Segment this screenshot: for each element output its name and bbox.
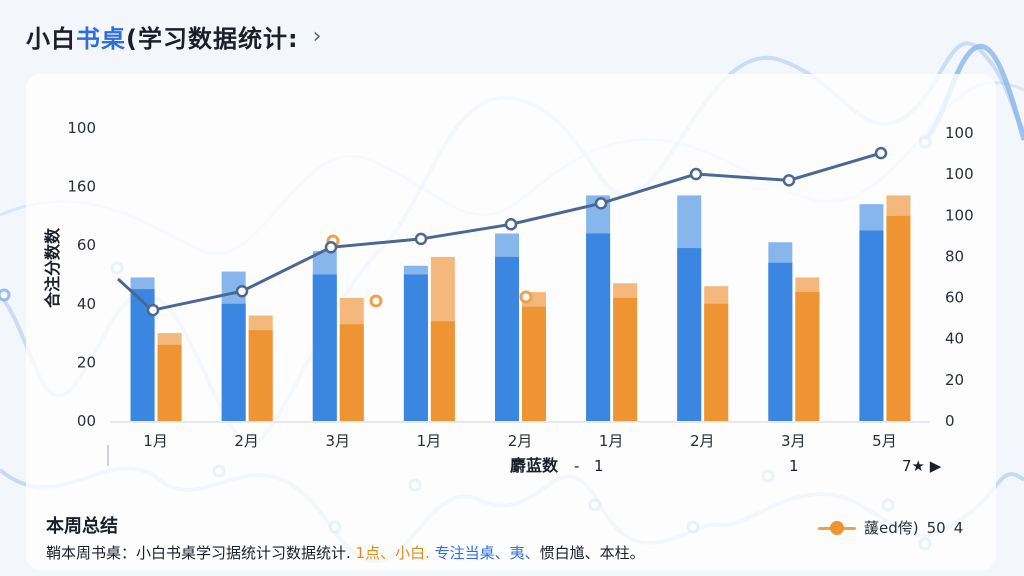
legend-label: 蘐ed侉)	[864, 519, 919, 537]
line-point-0	[146, 303, 160, 317]
x-axis-mark-0: -	[574, 457, 579, 475]
bar-blue-8	[859, 230, 884, 421]
bg-dot-9	[0, 288, 11, 302]
x-axis-mark-2: 1	[789, 457, 799, 475]
legend-value: 50	[926, 518, 946, 537]
bar-blue-6	[677, 248, 702, 421]
line-point-8	[874, 146, 888, 160]
legend-swatch	[818, 520, 856, 535]
x-tick-5: 1月	[599, 432, 624, 450]
y-tick-left-3: 60	[77, 236, 96, 254]
page-title: 小白书桌(学习数据统计:	[26, 24, 299, 53]
x-tick-2: 3月	[326, 432, 351, 450]
bar-blue-2	[312, 274, 337, 421]
bar-orange-6	[704, 303, 729, 421]
line-point-2	[324, 241, 338, 254]
legend[interactable]: 蘐ed侉) 50 4	[818, 517, 963, 538]
line-point-5	[594, 197, 608, 210]
y-tick-left-4: 160	[67, 178, 96, 196]
y-tick-left-1: 20	[77, 353, 96, 371]
y-tick-right-6: 100	[945, 165, 974, 183]
bar-orange-0	[157, 344, 182, 421]
x-tick-3: 1月	[417, 432, 442, 450]
bar-orange-4	[522, 306, 546, 421]
line-point-6	[689, 167, 703, 181]
orange-marker-2	[519, 290, 533, 304]
x-axis-mark-1: 1	[594, 457, 604, 475]
y-tick-right-1: 20	[945, 371, 964, 389]
summary-text: 鞘本周书桌：小白书桌学习据统计习数据统计. 1点、小白. 专注当桌、夷、惯白馗、…	[46, 544, 645, 562]
bar-orange-8	[886, 215, 911, 421]
line-point-4	[504, 218, 518, 231]
header: 小白书桌(学习数据统计: ›	[26, 18, 321, 54]
bar-blue-3	[403, 274, 428, 421]
y-tick-right-4: 80	[945, 247, 964, 265]
y-tick-left-2: 40	[77, 295, 96, 313]
orange-marker-1	[369, 294, 383, 308]
line-point-7	[782, 174, 796, 187]
summary-title: 本周总结	[46, 516, 118, 537]
line-point-3	[414, 232, 428, 246]
y-axis-label: 合注分数数	[43, 227, 62, 308]
y-tick-right-0: 0	[945, 412, 955, 430]
y-tick-right-3: 60	[945, 289, 964, 307]
bar-orange-5	[613, 297, 638, 421]
bar-blue-4	[495, 256, 519, 421]
legend-extra: 4	[953, 518, 964, 537]
y-tick-left-0: 00	[77, 412, 96, 430]
x-axis-mark-3: 7★ ▶	[902, 457, 942, 475]
y-tick-left-5: 100	[67, 119, 96, 137]
y-tick-right-2: 40	[945, 330, 964, 348]
x-tick-1: 2月	[234, 432, 259, 450]
line-point-1	[235, 284, 249, 298]
y-tick-right-5: 100	[945, 206, 974, 224]
bar-blue-1	[221, 303, 246, 421]
bar-orange-2	[339, 324, 364, 421]
x-tick-6: 2月	[690, 432, 715, 450]
x-tick-7: 3月	[781, 432, 806, 450]
bar-blue-5	[586, 233, 611, 421]
bar-orange-7	[795, 292, 820, 421]
x-tick-8: 5月	[872, 432, 897, 450]
bar-orange-1	[248, 330, 273, 421]
bar-orange-3	[430, 321, 455, 421]
chevron-right-icon[interactable]: ›	[312, 23, 322, 49]
x-tick-4: 2月	[508, 432, 533, 450]
y-tick-right-7: 100	[945, 124, 974, 142]
bar-blue-7	[768, 262, 793, 421]
x-tick-0: 1月	[143, 432, 168, 450]
x-axis-label: 麝蓝数	[510, 456, 559, 475]
